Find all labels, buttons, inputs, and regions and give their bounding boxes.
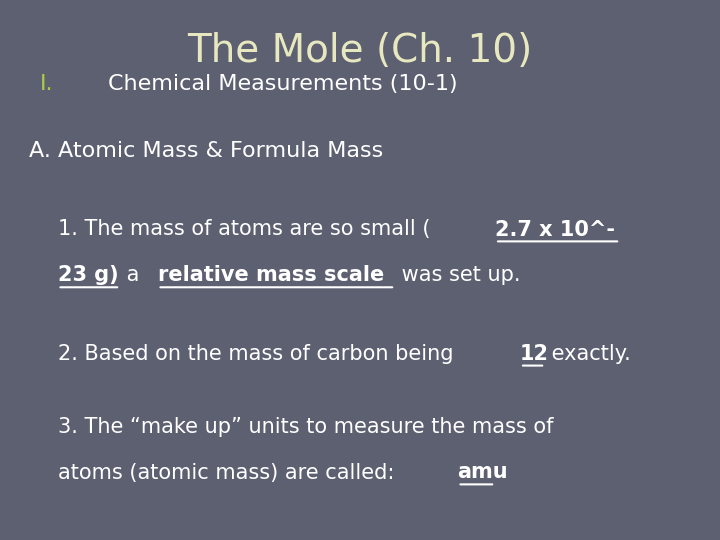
Text: exactly.: exactly.: [545, 343, 631, 364]
Text: Chemical Measurements (10-1): Chemical Measurements (10-1): [108, 73, 458, 94]
Text: amu: amu: [458, 462, 508, 483]
Text: 1. The mass of atoms are so small (: 1. The mass of atoms are so small (: [58, 219, 430, 240]
Text: was set up.: was set up.: [395, 265, 521, 286]
Text: 23 g): 23 g): [58, 265, 118, 286]
Text: 2. Based on the mass of carbon being: 2. Based on the mass of carbon being: [58, 343, 460, 364]
Text: 2.7 x 10^-: 2.7 x 10^-: [495, 219, 615, 240]
Text: 12: 12: [520, 343, 549, 364]
Text: The Mole (Ch. 10): The Mole (Ch. 10): [187, 32, 533, 70]
Text: A. Atomic Mass & Formula Mass: A. Atomic Mass & Formula Mass: [29, 141, 383, 161]
Text: a: a: [120, 265, 146, 286]
Text: 3. The “make up” units to measure the mass of: 3. The “make up” units to measure the ma…: [58, 416, 553, 437]
Text: I.: I.: [40, 73, 53, 94]
Text: atoms (atomic mass) are called:: atoms (atomic mass) are called:: [58, 462, 400, 483]
Text: relative mass scale: relative mass scale: [158, 265, 384, 286]
